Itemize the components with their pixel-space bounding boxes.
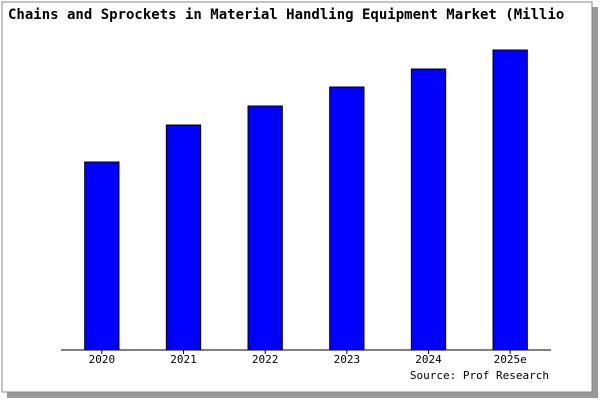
- bar: [247, 105, 283, 351]
- bar: [165, 124, 202, 351]
- bar: [329, 86, 365, 351]
- bar: [492, 49, 528, 351]
- x-tick-label: 2025e: [494, 353, 527, 366]
- chart-title: Chains and Sprockets in Material Handlin…: [8, 7, 564, 23]
- x-tick-label: 2024: [415, 353, 442, 366]
- x-tick-label: 2022: [252, 353, 279, 366]
- bar: [84, 161, 120, 351]
- source-note: Source: Prof Research: [410, 369, 549, 382]
- x-tick-label: 2021: [170, 353, 197, 366]
- x-tick-label: 2020: [89, 353, 116, 366]
- x-tick-label: 2023: [334, 353, 361, 366]
- bar: [410, 68, 447, 351]
